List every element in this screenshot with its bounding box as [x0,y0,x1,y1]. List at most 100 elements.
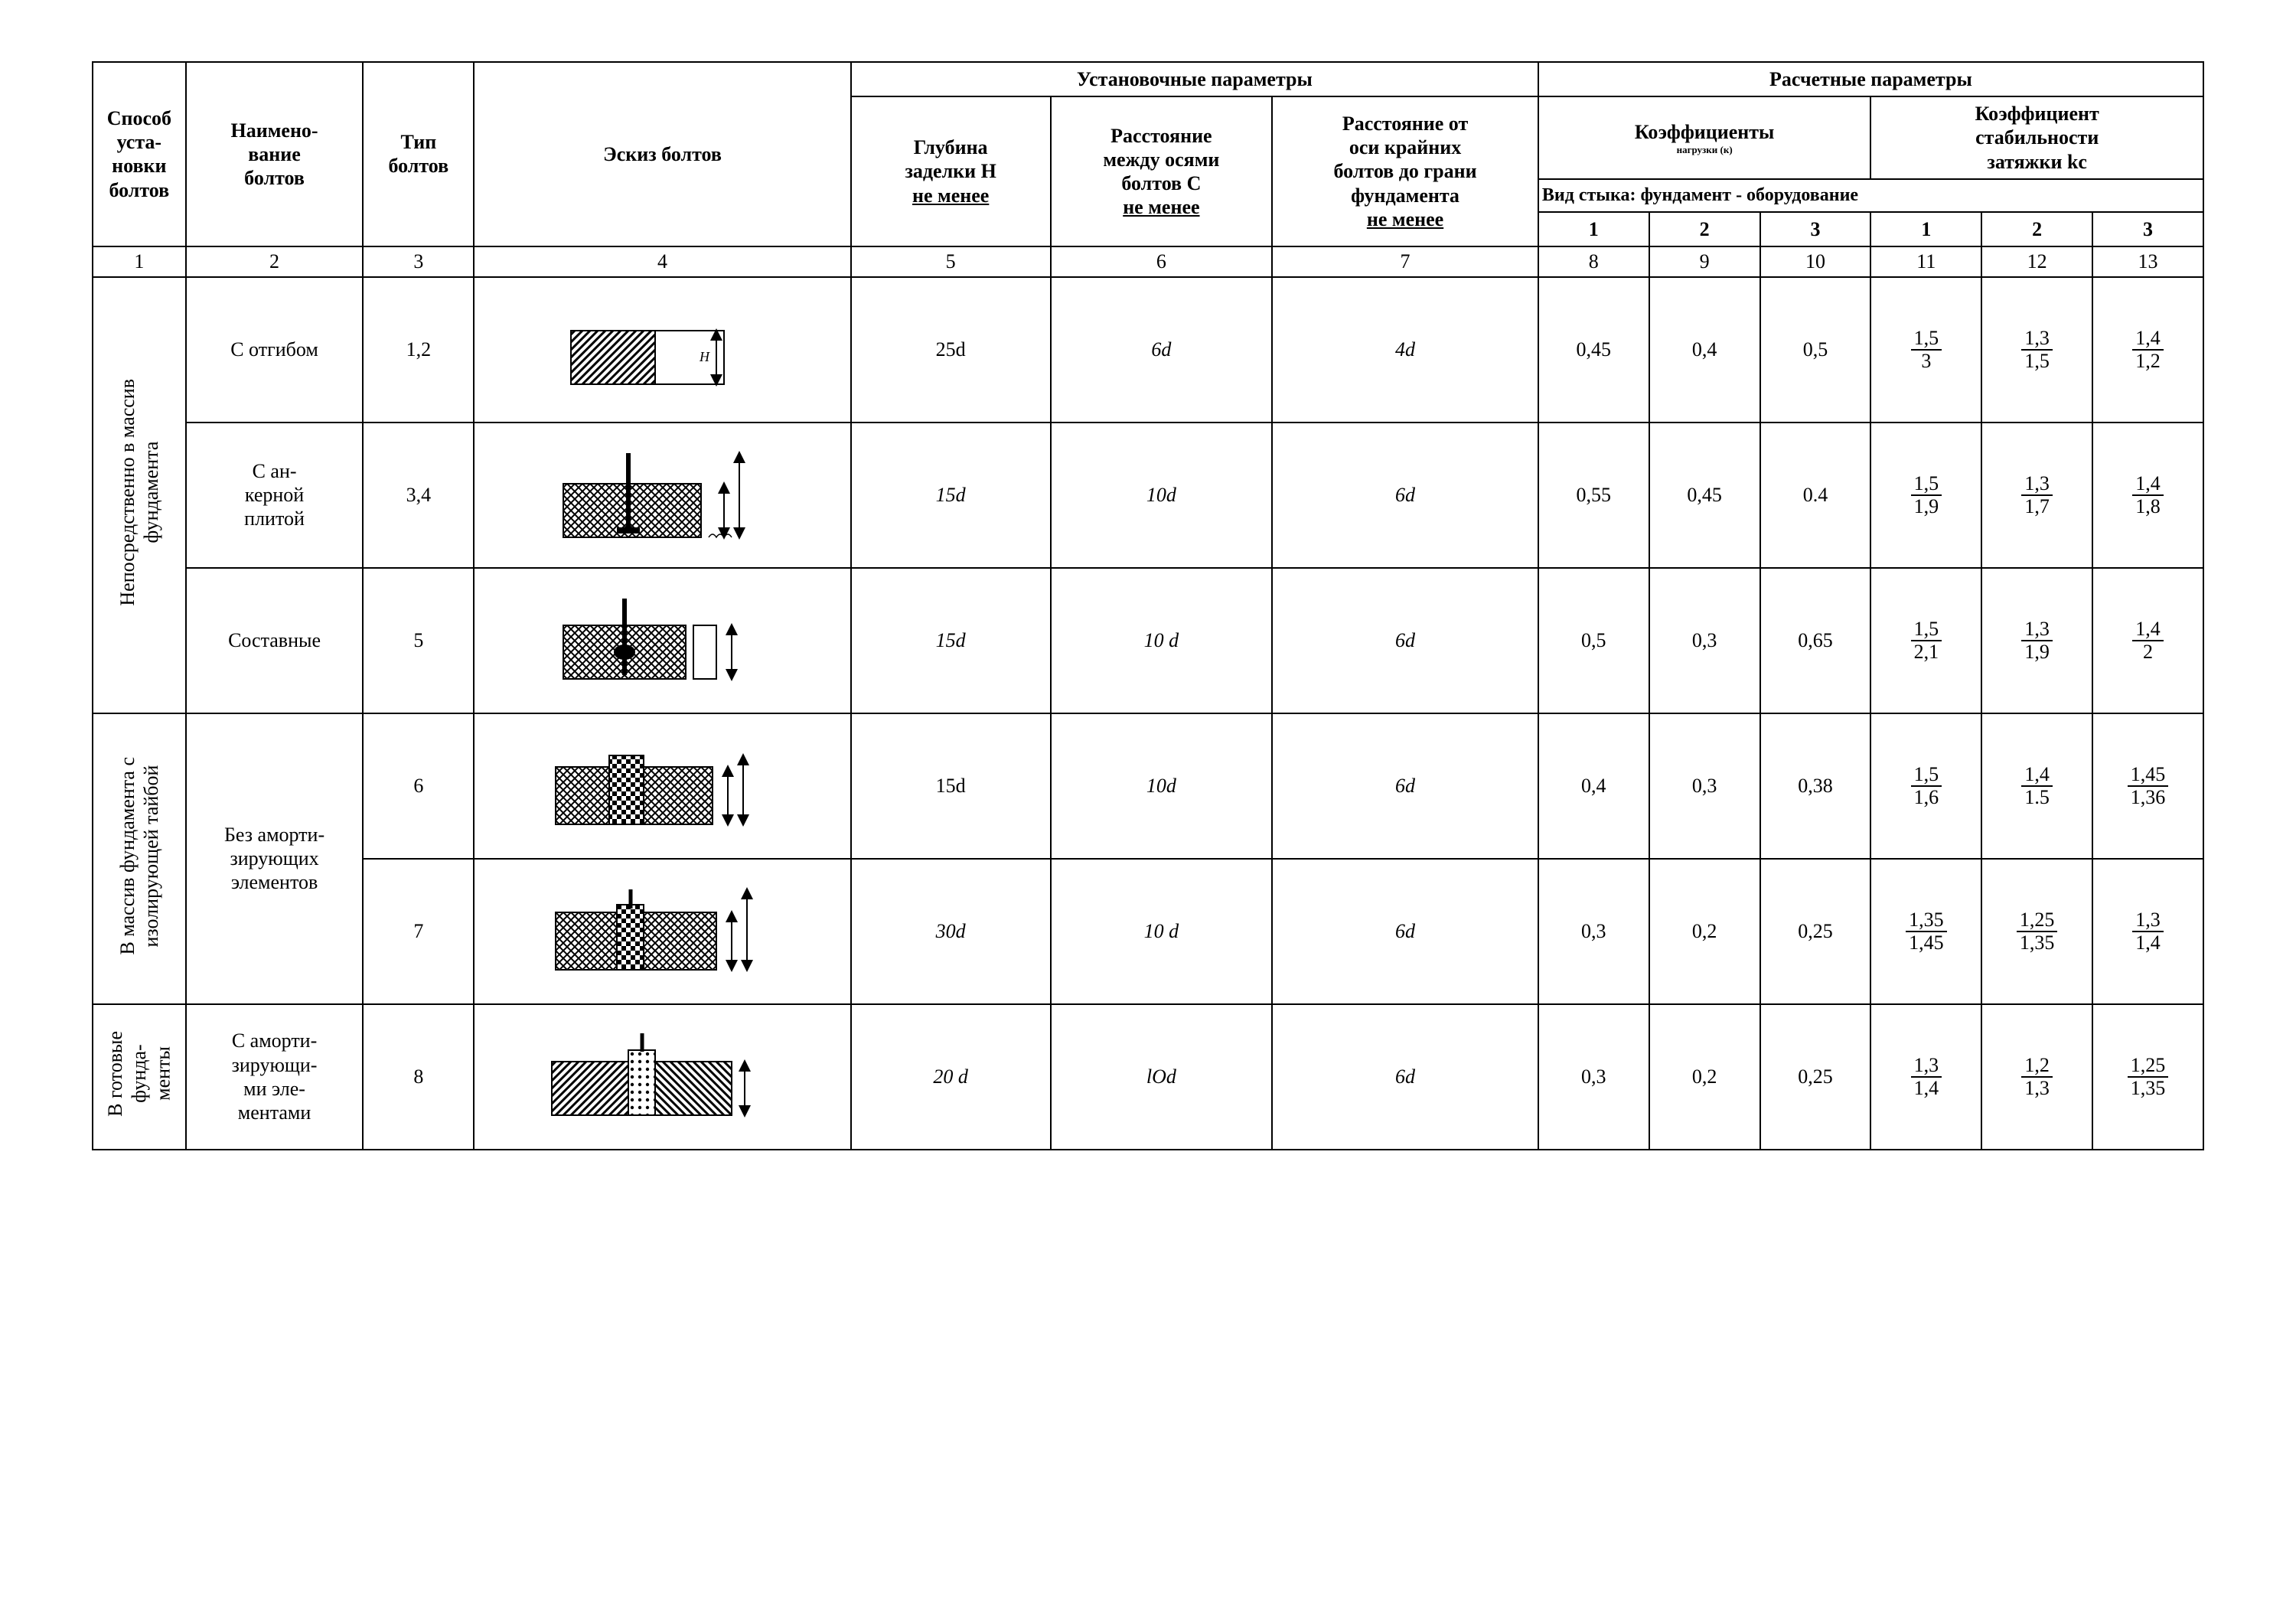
coln-12: 12 [1981,246,2092,277]
cell-k2: 0,3 [1649,568,1760,713]
table-row: 7 30d 10 d 6d 0,3 0,2 0,25 1,351,45 1,25… [93,859,2203,1004]
hdr-joint: Вид стыка: фундамент - оборудование [1538,179,2203,212]
cell-name: Составные [186,568,364,713]
cell-axes: 10 d [1051,568,1273,713]
cell-edge: 6d [1272,1004,1538,1150]
cell-depth: 15d [851,713,1051,859]
cell-k2: 0,2 [1649,1004,1760,1150]
cell-s1: 1,51,6 [1870,713,1981,859]
cell-k1: 0,3 [1538,1004,1649,1150]
cell-s3: 1,451,36 [2092,713,2203,859]
table-row: С ан- керной плитой 3,4 15d 10d 6d 0,55 … [93,423,2203,568]
header-row-1: Способ уста- новки болтов Наимено- вание… [93,62,2203,96]
table-row: Непосредственно в массив фундамента С от… [93,277,2203,423]
coln-3: 3 [363,246,474,277]
cell-k2: 0,4 [1649,277,1760,423]
cell-s2: 1,31,5 [1981,277,2092,423]
cell-axes: 10d [1051,713,1273,859]
cell-depth: 15d [851,423,1051,568]
cell-axes: lOd [1051,1004,1273,1150]
cell-k2: 0,2 [1649,859,1760,1004]
cell-type: 1,2 [363,277,474,423]
group-2: В массив фундамента с изолирующей тайбой [93,713,186,1004]
table-row: В массив фундамента с изолирующей тайбой… [93,713,2203,859]
coln-10: 10 [1760,246,1871,277]
cell-s3: 1,42 [2092,568,2203,713]
hdr-type: Тип болтов [363,62,474,246]
cell-k1: 0,3 [1538,859,1649,1004]
hdr-s3: 3 [2092,212,2203,246]
hdr-name: Наимено- вание болтов [186,62,364,246]
hdr-s2: 2 [1981,212,2092,246]
hdr-s1: 1 [1870,212,1981,246]
coln-7: 7 [1272,246,1538,277]
cell-s1: 1,51,9 [1870,423,1981,568]
cell-k3: 0.4 [1760,423,1871,568]
coln-9: 9 [1649,246,1760,277]
cell-s1: 1,52,1 [1870,568,1981,713]
cell-sketch [474,423,851,568]
cell-sketch [474,713,851,859]
cell-type: 5 [363,568,474,713]
cell-sketch [474,568,851,713]
coln-13: 13 [2092,246,2203,277]
bolt-parameters-table: Способ уста- новки болтов Наимено- вание… [92,61,2204,1150]
hdr-calc-group: Расчетные параметры [1538,62,2203,96]
column-number-row: 1 2 3 4 5 6 7 8 9 10 11 12 13 [93,246,2203,277]
cell-k3: 0,25 [1760,1004,1871,1150]
table-row: В готовые фунда- менты С аморти- зирующи… [93,1004,2203,1150]
cell-edge: 6d [1272,423,1538,568]
hdr-depth: Глубина заделки H не менее [851,96,1051,246]
cell-depth: 30d [851,859,1051,1004]
cell-edge: 4d [1272,277,1538,423]
group-1: Непосредственно в массив фундамента [93,277,186,713]
cell-type: 3,4 [363,423,474,568]
cell-axes: 10d [1051,423,1273,568]
cell-edge: 6d [1272,859,1538,1004]
cell-axes: 6d [1051,277,1273,423]
cell-s2: 1,31,9 [1981,568,2092,713]
cell-depth: 25d [851,277,1051,423]
cell-sketch [474,1004,851,1150]
coln-11: 11 [1870,246,1981,277]
hdr-k1: 1 [1538,212,1649,246]
cell-k1: 0,5 [1538,568,1649,713]
sketch-s5 [548,882,778,981]
hdr-k3: 3 [1760,212,1871,246]
cell-k1: 0,55 [1538,423,1649,568]
hdr-sketch: Эскиз болтов [474,62,851,246]
cell-sketch [474,859,851,1004]
cell-k3: 0,38 [1760,713,1871,859]
cell-k3: 0,5 [1760,277,1871,423]
cell-s2: 1,21,3 [1981,1004,2092,1150]
cell-k3: 0,25 [1760,859,1871,1004]
cell-s1: 1,31,4 [1870,1004,1981,1150]
cell-name: С отгибом [186,277,364,423]
svg-text:H: H [699,349,710,364]
coln-5: 5 [851,246,1051,277]
cell-sketch: H [474,277,851,423]
cell-edge: 6d [1272,713,1538,859]
coln-2: 2 [186,246,364,277]
cell-s1: 1,53 [1870,277,1981,423]
sketch-s3 [556,591,770,690]
coln-8: 8 [1538,246,1649,277]
hdr-edge: Расстояние от оси крайних болтов до гран… [1272,96,1538,246]
cell-s3: 1,41,2 [2092,277,2203,423]
hdr-install-group: Установочные параметры [851,62,1538,96]
table-row: Составные 5 15d 10 d 6d 0,5 0,3 0,65 1,5… [93,568,2203,713]
coln-4: 4 [474,246,851,277]
cell-k2: 0,3 [1649,713,1760,859]
cell-depth: 20 d [851,1004,1051,1150]
cell-axes: 10 d [1051,859,1273,1004]
cell-type: 6 [363,713,474,859]
sketch-s6 [544,1027,781,1127]
coln-1: 1 [93,246,186,277]
cell-k1: 0,45 [1538,277,1649,423]
cell-name: С ан- керной плитой [186,423,364,568]
cell-k1: 0,4 [1538,713,1649,859]
cell-s2: 1,251,35 [1981,859,2092,1004]
cell-k2: 0,45 [1649,423,1760,568]
hdr-k2: 2 [1649,212,1760,246]
coln-6: 6 [1051,246,1273,277]
